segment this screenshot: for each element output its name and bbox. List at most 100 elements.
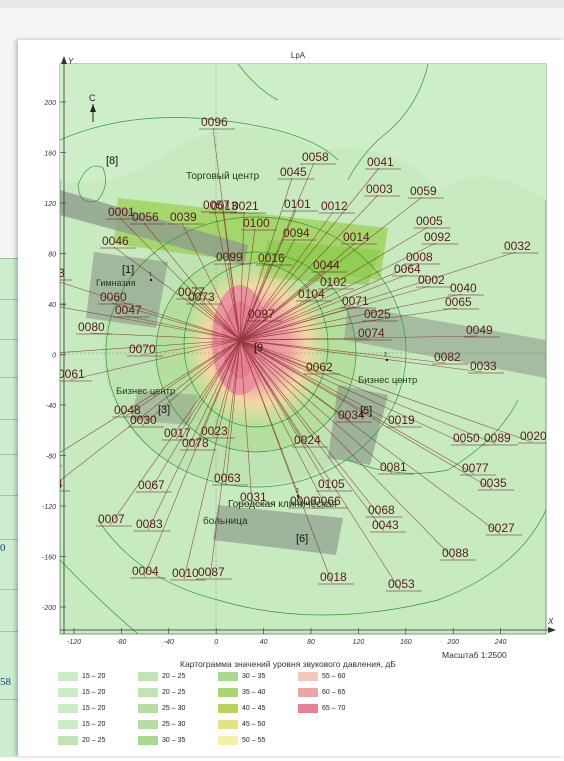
point-label-2: 2	[296, 488, 299, 494]
source-ray	[126, 315, 241, 341]
source-ray	[239, 242, 437, 341]
source-label-0012: 0012	[321, 199, 348, 213]
building-hospital	[213, 505, 343, 555]
source-label-0100: 0100	[243, 216, 270, 230]
grid-cross	[60, 64, 546, 634]
source-label-0006: 0006	[290, 494, 317, 508]
source-label-0050: 0050	[453, 431, 480, 445]
window-top-bar	[0, 0, 564, 8]
source-label-0007: 0007	[98, 512, 125, 526]
source-label-0105: 0105	[318, 477, 345, 491]
legend-label: 65 – 70	[322, 705, 346, 712]
legend-item: 45 – 50	[218, 720, 284, 730]
source-ray	[222, 211, 241, 341]
legend-swatch	[58, 720, 78, 729]
legend-swatch	[58, 688, 78, 697]
legend-label: 25 – 30	[162, 721, 186, 728]
point-label-1: 1	[149, 272, 152, 278]
source-label-0026: 0026	[28, 341, 55, 355]
x-tick-label: 120	[353, 639, 365, 646]
zone-label-8: [8]	[106, 155, 118, 167]
y-tick-label: -80	[46, 454, 56, 461]
building-label-hospital-2: больница	[203, 515, 248, 527]
source-label-0101: 0101	[284, 197, 311, 211]
legend-swatch	[58, 672, 78, 681]
source-label-0030: 0030	[130, 413, 157, 427]
source-label-0044: 0044	[313, 258, 340, 272]
y-tick-label: 200	[43, 100, 56, 107]
source-ray	[239, 162, 315, 341]
source-ray	[239, 238, 296, 341]
source-ray	[239, 339, 475, 475]
source-ray	[175, 339, 241, 440]
legend-item: 55 – 60	[298, 672, 364, 682]
legend-label: 60 – 65	[322, 689, 346, 696]
source-label-0067: 0067	[138, 478, 165, 492]
x-tick-label: -80	[116, 639, 126, 646]
legend: 15 – 20 15 – 20 15 – 20 15 – 20 20 – 25 20 – …	[58, 672, 358, 756]
north-label: С	[89, 93, 96, 103]
legend-label: 55 – 60	[322, 673, 346, 680]
source-ray	[239, 319, 377, 341]
y-tick-label: 80	[48, 252, 56, 259]
x-tick-label: 200	[446, 639, 459, 646]
source-ray	[227, 262, 241, 341]
source-label-0031: 0031	[240, 490, 267, 504]
source-ray	[60, 306, 241, 341]
source-label-0094: 0094	[283, 226, 310, 240]
source-ray	[199, 302, 241, 341]
legend-label: 30 – 35	[242, 673, 266, 680]
legend-label: 45 – 50	[242, 721, 266, 728]
source-label-0104: 0104	[298, 287, 325, 301]
source-label-0102: 0102	[320, 275, 347, 289]
x-tick-label: 80	[307, 639, 315, 646]
source-ray	[89, 332, 241, 341]
source-ray	[239, 339, 385, 532]
source-label-0047: 0047	[115, 303, 142, 317]
source-ray	[60, 281, 241, 341]
legend-label: 20 – 25	[162, 689, 186, 696]
legend-item: 15 – 20	[58, 704, 124, 714]
source-label-0073: 0073	[188, 290, 215, 304]
zone-label-6: [6]	[296, 533, 308, 545]
x-tick-label: 40	[260, 639, 268, 646]
zone-label-5: [5]	[360, 405, 372, 417]
y-tick-label: -40	[46, 403, 56, 410]
source-ray	[239, 196, 423, 341]
source-label-0003: 0003	[366, 182, 393, 196]
source-label-0081: 0081	[380, 460, 407, 474]
source-ray	[239, 339, 401, 591]
source-ray	[239, 339, 253, 504]
source-label-0087: 0087	[198, 565, 225, 579]
legend-item: 20 – 25	[138, 672, 204, 682]
source-label-0035: 0035	[480, 476, 507, 490]
source-label-0059: 0059	[410, 184, 437, 198]
source-label-0045: 0045	[280, 165, 307, 179]
legend-label: 15 – 20	[82, 721, 106, 728]
source-label-0077: 0077	[178, 285, 205, 299]
y-tick-label: 160	[44, 151, 56, 158]
source-ray	[113, 246, 241, 341]
source-ray	[239, 339, 455, 560]
legend-label: 20 – 25	[82, 737, 106, 744]
source-label-0020: 0020	[520, 429, 547, 443]
source-ray	[239, 339, 501, 535]
source-label-0068: 0068	[368, 503, 395, 517]
source-label-0017: 0017	[164, 426, 191, 440]
legend-swatch	[138, 736, 158, 745]
legend-label: 15 – 20	[82, 689, 106, 696]
source-label-0099: 0099	[216, 250, 243, 264]
legend-swatch	[298, 704, 318, 713]
legend-swatch	[218, 704, 238, 713]
source-label-0070: 0070	[129, 342, 156, 356]
source-label-0041: 0041	[367, 155, 394, 169]
source-ray	[239, 339, 327, 508]
source-label-0083: 0083	[136, 517, 163, 531]
source-rays	[60, 127, 533, 591]
source-label-0008: 0008	[406, 250, 433, 264]
zone-light-north	[60, 64, 546, 200]
source-ray	[239, 339, 533, 443]
legend-swatch	[58, 704, 78, 713]
source-ray	[239, 167, 380, 341]
